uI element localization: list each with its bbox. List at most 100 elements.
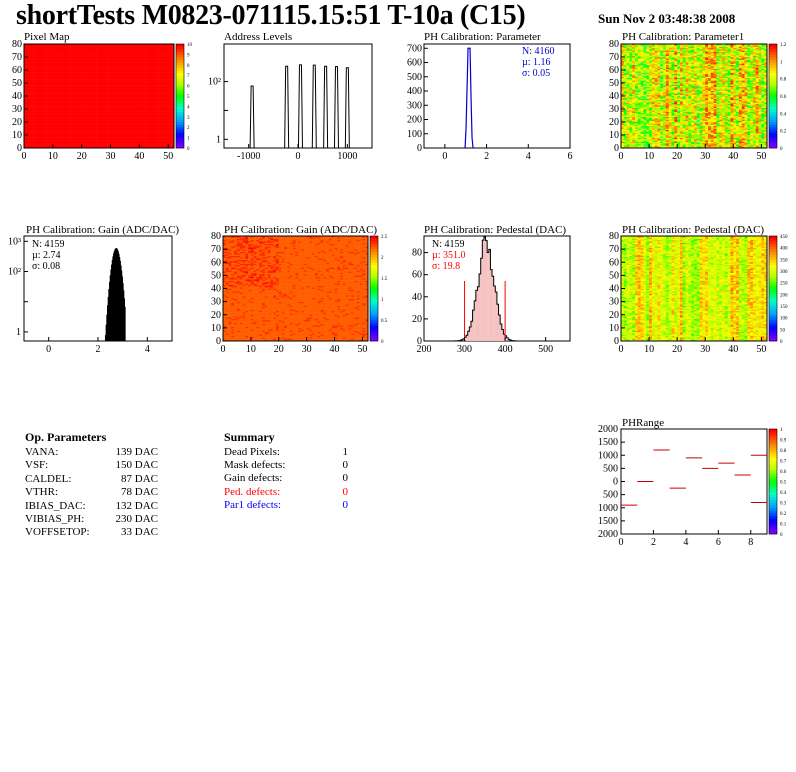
heatmap-cell: [107, 57, 111, 59]
heatmap-cell: [26, 107, 31, 110]
heatmap-cell: [133, 133, 137, 136]
heatmap-cell: [159, 110, 163, 112]
heatmap-cell: [55, 124, 59, 127]
heatmap-cell: [29, 142, 33, 145]
heatmap-cell: [159, 89, 163, 92]
stat-mu: µ: 1.16: [522, 57, 551, 68]
heatmap-cell: [24, 137, 28, 140]
heatmap-cell: [162, 114, 166, 116]
heatmap-cell: [29, 62, 33, 64]
heatmap-cell: [110, 85, 114, 88]
heatmap-cell: [113, 132, 117, 134]
heatmap-cell: [142, 86, 146, 89]
heatmap-cell: [73, 93, 77, 95]
heatmap-cell: [116, 86, 120, 89]
heatmap-cell: [101, 68, 106, 71]
heatmap-cell: [73, 128, 77, 131]
heatmap-cell: [75, 110, 80, 112]
y-tick-label: 70: [12, 52, 22, 63]
heatmap-cell: [153, 49, 157, 51]
heatmap-cell: [41, 103, 45, 106]
heatmap-cell: [145, 119, 149, 121]
heatmap-cell: [78, 54, 82, 56]
heatmap-cell: [47, 120, 51, 123]
heatmap-cell: [87, 127, 91, 129]
heatmap-cell: [133, 59, 137, 62]
heatmap-cell: [145, 72, 149, 75]
heatmap-cell: [81, 57, 85, 59]
heatmap-cell: [124, 115, 129, 118]
heatmap-cell: [44, 132, 48, 134]
heatmap-cell: [29, 119, 33, 121]
x-tick-label: 40: [134, 151, 144, 162]
heatmap-cell: [38, 45, 42, 47]
heatmap-cell: [32, 119, 36, 121]
heatmap-cell: [124, 86, 129, 89]
heatmap-cell: [156, 88, 160, 90]
heatmap-cell: [58, 136, 62, 138]
heatmap-cell: [104, 59, 108, 62]
heatmap-cell: [87, 107, 91, 110]
heatmap-cell: [58, 97, 62, 99]
heatmap-cell: [75, 90, 80, 93]
heatmap-cell: [87, 144, 91, 146]
heatmap-cell: [70, 47, 74, 50]
heatmap-cell: [87, 45, 91, 47]
heatmap-cell: [104, 106, 108, 108]
heatmap-cell: [32, 142, 36, 145]
heatmap-cell: [130, 136, 134, 138]
heatmap-cell: [61, 123, 65, 125]
heatmap-cell: [127, 63, 131, 66]
heatmap-cell: [70, 93, 74, 95]
heatmap-cell: [70, 71, 74, 73]
heatmap-cell: [165, 79, 169, 81]
heatmap-cell: [101, 67, 106, 69]
heatmap-cell: [58, 57, 62, 59]
heatmap-cell: [84, 114, 88, 116]
heatmap-cell: [119, 45, 123, 47]
heatmap-cell: [101, 102, 106, 105]
heatmap-cell: [168, 99, 172, 102]
heatmap-cell: [87, 70, 91, 72]
heatmap-cell: [41, 45, 45, 47]
heatmap-cell: [165, 71, 169, 73]
heatmap-cell: [55, 101, 59, 103]
heatmap-cell: [61, 77, 65, 80]
heatmap-cell: [127, 76, 131, 79]
heatmap-cell: [122, 123, 126, 125]
heatmap-cell: [145, 71, 149, 73]
heatmap-cell: [73, 141, 77, 144]
heatmap-cell: [142, 47, 146, 50]
heatmap-cell: [93, 146, 97, 149]
heatmap-cell: [122, 103, 126, 106]
heatmap-cell: [44, 131, 48, 133]
heatmap-cell: [44, 59, 48, 62]
heatmap-cell: [145, 99, 149, 102]
heatmap-cell: [75, 101, 80, 103]
heatmap-cell: [133, 144, 137, 146]
heatmap-cell: [75, 59, 80, 62]
heatmap-cell: [139, 51, 143, 54]
heatmap-cell: [150, 64, 155, 67]
heatmap-cell: [113, 110, 117, 112]
heatmap-cell: [38, 67, 42, 69]
heatmap-cell: [75, 84, 80, 86]
heatmap-cell: [90, 45, 94, 47]
heatmap-cell: [96, 124, 100, 127]
heatmap-cell: [32, 68, 36, 71]
heatmap-cell: [150, 122, 155, 124]
heatmap-cell: [84, 116, 88, 119]
heatmap-cell: [52, 142, 56, 145]
heatmap-cell: [81, 110, 85, 112]
heatmap-cell: [64, 120, 68, 123]
heatmap-cell: [116, 122, 120, 124]
heatmap-cell: [44, 77, 48, 80]
heatmap-cell: [75, 124, 80, 127]
heatmap-cell: [38, 72, 42, 75]
heatmap-cell: [44, 58, 48, 60]
heatmap-cell: [145, 83, 149, 85]
heatmap-cell: [156, 119, 160, 121]
heatmap-cell: [113, 62, 117, 64]
heatmap-cell: [35, 116, 39, 119]
